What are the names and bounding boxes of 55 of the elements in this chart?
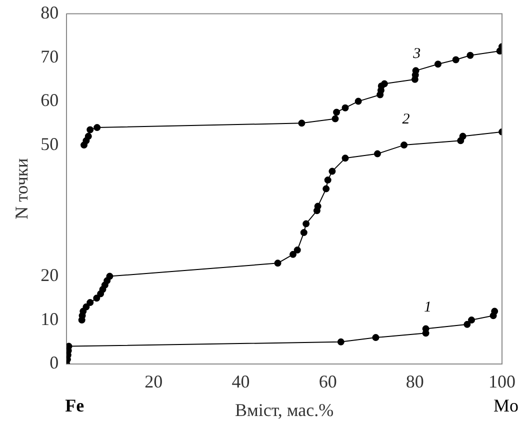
point xyxy=(324,176,332,184)
point xyxy=(468,316,476,324)
point xyxy=(466,52,474,59)
point xyxy=(464,320,471,328)
y-axis-title: N точки xyxy=(12,158,32,220)
point xyxy=(380,80,388,88)
series-label: 3 xyxy=(412,46,421,62)
point xyxy=(412,67,420,74)
x-tick-label: 60 xyxy=(318,371,337,392)
point xyxy=(459,132,466,140)
y-tick-label: 10 xyxy=(40,308,59,329)
x-tick-label: 100 xyxy=(488,371,516,392)
series-label: 1 xyxy=(424,300,432,316)
point xyxy=(274,260,282,267)
point xyxy=(94,124,101,132)
point xyxy=(337,338,344,346)
text: Fe xyxy=(65,395,84,416)
point xyxy=(452,56,460,64)
x-tick-label: 40 xyxy=(232,371,250,392)
point xyxy=(328,168,336,175)
point xyxy=(294,246,301,254)
y-tick-label: 50 xyxy=(40,134,59,154)
point xyxy=(106,272,114,280)
y-tick-label: 70 xyxy=(40,46,59,66)
y-tick-label: 60 xyxy=(40,90,59,110)
text: Mo xyxy=(493,396,519,416)
point xyxy=(354,98,362,105)
point xyxy=(434,60,442,68)
point xyxy=(298,120,306,127)
point xyxy=(302,220,310,228)
point xyxy=(333,108,340,116)
point xyxy=(84,132,92,140)
x-axis-title: Вміст, мас.% xyxy=(234,400,334,420)
point xyxy=(82,303,90,310)
point xyxy=(342,154,349,162)
point xyxy=(491,308,498,315)
point xyxy=(290,250,297,258)
point xyxy=(372,334,380,342)
x-tick-label: 20 xyxy=(144,371,163,392)
series-label: 2 xyxy=(402,111,410,128)
point xyxy=(86,299,94,306)
point xyxy=(66,342,72,350)
point xyxy=(322,185,330,192)
point xyxy=(400,142,408,149)
y-tick-label: 20 xyxy=(40,265,59,286)
y-tick-label: 80 xyxy=(40,2,59,23)
point xyxy=(300,229,308,236)
point xyxy=(374,150,381,158)
point xyxy=(332,115,339,122)
point xyxy=(93,294,100,302)
y-tick-label: 0 xyxy=(50,352,59,373)
point xyxy=(342,104,349,112)
point xyxy=(86,126,94,134)
x-tick-label: 80 xyxy=(406,371,424,392)
point xyxy=(314,202,322,210)
